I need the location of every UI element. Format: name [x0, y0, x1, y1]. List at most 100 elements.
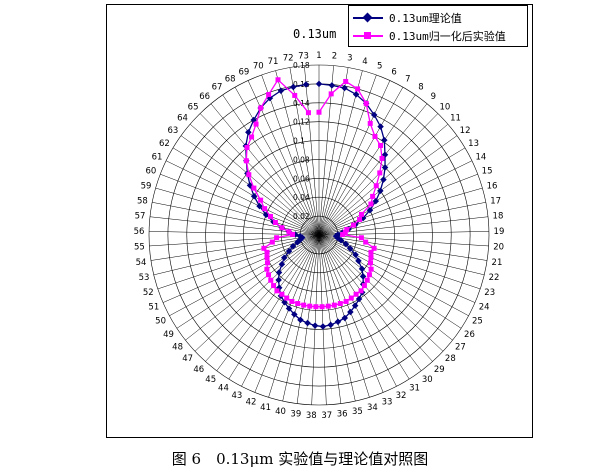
legend-label-theory: 0.13um理论值 [389, 12, 462, 25]
spoke-label-39: 39 [290, 410, 301, 420]
experiment-point-53 [261, 245, 267, 251]
experiment-point-32 [348, 295, 354, 301]
experiment-point-60 [267, 213, 273, 219]
spoke-label-56: 56 [134, 227, 145, 237]
spoke-label-62: 62 [159, 139, 170, 149]
experiment-point-37 [319, 304, 325, 310]
spoke-label-55: 55 [134, 243, 145, 253]
theory-point-38 [311, 322, 319, 329]
experiment-point-51 [264, 255, 270, 261]
experiment-point-71 [275, 77, 281, 83]
experiment-point-27 [366, 272, 372, 278]
spoke-label-34: 34 [367, 403, 378, 413]
experiment-point-2 [328, 91, 334, 97]
grid-spoke-22 [318, 234, 485, 276]
experiment-point-63 [251, 185, 257, 191]
experiment-point-46 [271, 283, 277, 289]
legend-label-experiment: 0.13um归一化后实验值 [389, 30, 506, 43]
grid-spoke-27 [318, 234, 453, 341]
spoke-label-50: 50 [155, 316, 166, 326]
grid-spoke-64 [189, 123, 320, 236]
experiment-point-14 [358, 211, 364, 217]
experiment-point-50 [264, 260, 270, 266]
square-marker-icon [364, 32, 371, 39]
theory-point-37 [319, 323, 327, 330]
spoke-label-43: 43 [232, 391, 243, 401]
experiment-point-24 [368, 255, 374, 261]
theory-point-32 [351, 302, 359, 309]
experiment-point-70 [266, 92, 272, 98]
experiment-point-16 [350, 222, 356, 228]
spoke-label-47: 47 [182, 354, 193, 364]
spoke-label-11: 11 [450, 114, 461, 124]
spoke-label-21: 21 [492, 258, 503, 268]
grid-spoke-44 [228, 234, 320, 380]
experiment-point-29 [361, 283, 367, 289]
spoke-label-42: 42 [246, 398, 257, 408]
spoke-label-15: 15 [482, 167, 493, 177]
experiment-point-38 [313, 304, 319, 310]
radial-tick-label: 0.06 [293, 174, 310, 183]
theory-point-10 [381, 164, 389, 171]
experiment-point-35 [331, 302, 337, 308]
grid-spoke-21 [318, 234, 488, 261]
theory-point-13 [372, 197, 380, 205]
grid-spoke-15 [318, 173, 478, 236]
grid-spoke-71 [275, 70, 320, 236]
spoke-label-64: 64 [177, 114, 188, 124]
spoke-label-69: 69 [238, 67, 249, 77]
experiment-point-59 [272, 219, 278, 225]
spoke-label-5: 5 [377, 62, 382, 72]
experiment-point-40 [301, 302, 307, 308]
grid-spoke-37 [318, 234, 327, 405]
radial-tick-label: 0.16 [293, 80, 310, 89]
grid-spoke-62 [172, 147, 320, 236]
theory-point-28 [359, 273, 367, 280]
series-line-theory [245, 83, 386, 328]
spoke-label-33: 33 [382, 398, 393, 408]
grid-spoke-73 [304, 65, 320, 236]
experiment-point-72 [292, 92, 298, 98]
spoke-label-18: 18 [493, 212, 504, 222]
spoke-label-44: 44 [218, 384, 229, 394]
radial-tick-label: 0.18 [293, 61, 310, 70]
experiment-point-54 [269, 239, 275, 245]
theory-point-35 [334, 318, 342, 325]
experiment-point-68 [253, 121, 259, 127]
spoke-label-32: 32 [396, 391, 407, 401]
grid-spoke-13 [318, 147, 466, 236]
spoke-label-70: 70 [253, 62, 264, 72]
experiment-point-10 [377, 170, 383, 176]
experiment-point-6 [367, 120, 373, 126]
theory-point-1 [315, 80, 323, 88]
spoke-label-65: 65 [188, 102, 199, 112]
spoke-label-6: 6 [391, 67, 396, 77]
theory-point-7 [377, 123, 384, 130]
theory-point-8 [381, 136, 388, 144]
experiment-point-47 [268, 277, 274, 283]
experiment-point-64 [246, 172, 252, 178]
spoke-label-48: 48 [172, 342, 183, 352]
experiment-point-69 [258, 105, 264, 111]
spoke-label-68: 68 [225, 74, 236, 84]
grid-spoke-2 [318, 65, 334, 236]
grid-spoke-20 [318, 234, 489, 247]
spoke-label-52: 52 [143, 288, 154, 298]
experiment-point-44 [279, 291, 285, 297]
spoke-label-31: 31 [409, 384, 420, 394]
experiment-point-39 [307, 303, 313, 309]
grid-spoke-3 [318, 67, 349, 236]
spoke-label-4: 4 [362, 57, 367, 67]
experiment-point-56 [290, 231, 296, 237]
theory-point-26 [355, 257, 362, 265]
grid-spoke-14 [318, 160, 473, 236]
grid-spoke-35 [318, 234, 356, 402]
spoke-label-58: 58 [137, 196, 148, 206]
experiment-point-13 [368, 201, 374, 207]
spoke-label-37: 37 [321, 411, 332, 421]
experiment-point-48 [266, 272, 272, 278]
spoke-label-53: 53 [139, 273, 150, 283]
grid-spoke-45 [216, 234, 320, 371]
experiment-point-21 [363, 239, 369, 245]
